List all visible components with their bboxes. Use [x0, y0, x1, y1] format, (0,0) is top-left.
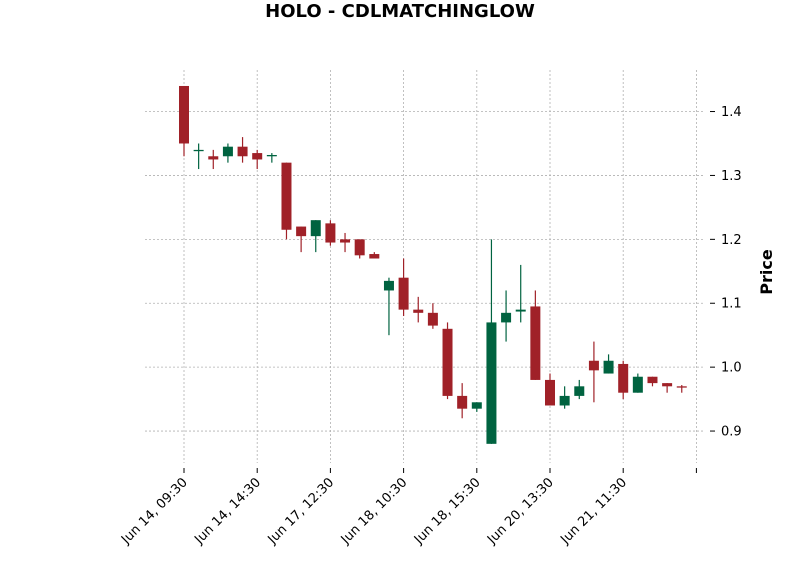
candle-body [208, 156, 219, 160]
candle-body [427, 312, 438, 326]
y-tick-label: 1.0 [721, 361, 742, 376]
candle-body [266, 154, 277, 157]
candle-body [515, 309, 526, 312]
candle-body [369, 254, 380, 259]
candle-body [457, 395, 468, 409]
candle-body [486, 322, 497, 444]
candle-body [281, 162, 292, 230]
candle-body [296, 226, 307, 237]
candle-body [530, 306, 541, 380]
candle-body [545, 379, 555, 406]
candle-body [603, 360, 614, 374]
x-tick-label: Jun 20, 13:30 [484, 475, 557, 548]
candle-body [647, 376, 658, 384]
x-tick-label: Jun 14, 14:30 [191, 475, 264, 548]
candle-body [501, 312, 512, 323]
x-tick-label: Jun 18, 15:30 [411, 475, 484, 548]
candle-body [193, 149, 204, 152]
axis-layer: 0.9 1.0 1.1 1.2 1.3 1.4 Jun 14, 09:30 Jun 14, 1… [118, 105, 741, 548]
y-tick-label: 1.2 [721, 233, 742, 248]
candle-layer [179, 85, 687, 444]
y-tick-label: 1.3 [721, 169, 742, 184]
candle-body [383, 280, 394, 291]
candle-body [252, 153, 263, 160]
x-tick-label: Jun 21, 11:30 [557, 475, 630, 548]
candle-body [662, 383, 673, 387]
candle-body [413, 309, 424, 313]
y-tick-label: 0.9 [721, 425, 742, 440]
candle-body [676, 386, 687, 388]
candle-body [237, 146, 248, 157]
candle-body [398, 277, 409, 310]
candle-body [222, 146, 233, 157]
y-axis-label: Price [757, 249, 776, 295]
candle-body [632, 376, 643, 393]
grid-layer [145, 70, 705, 463]
y-tick-label: 1.4 [721, 105, 742, 120]
candle-body [559, 395, 570, 406]
y-tick-label: 1.1 [721, 297, 742, 312]
candle-body [340, 239, 351, 243]
candle-body [354, 239, 365, 256]
x-tick-label: Jun 14, 09:30 [118, 475, 191, 548]
candle-body [310, 220, 321, 237]
candle-body [618, 363, 629, 393]
candle-body [179, 85, 189, 144]
chart-title: HOLO - CDLMATCHINGLOW [265, 1, 535, 22]
x-tick-label: Jun 17, 12:30 [265, 475, 338, 548]
candle-body [442, 328, 453, 396]
x-tick-label: Jun 18, 10:30 [338, 475, 411, 548]
candle-body [588, 360, 599, 371]
candle-body [574, 386, 585, 396]
candle-body [471, 402, 482, 409]
candle-body [325, 223, 336, 243]
